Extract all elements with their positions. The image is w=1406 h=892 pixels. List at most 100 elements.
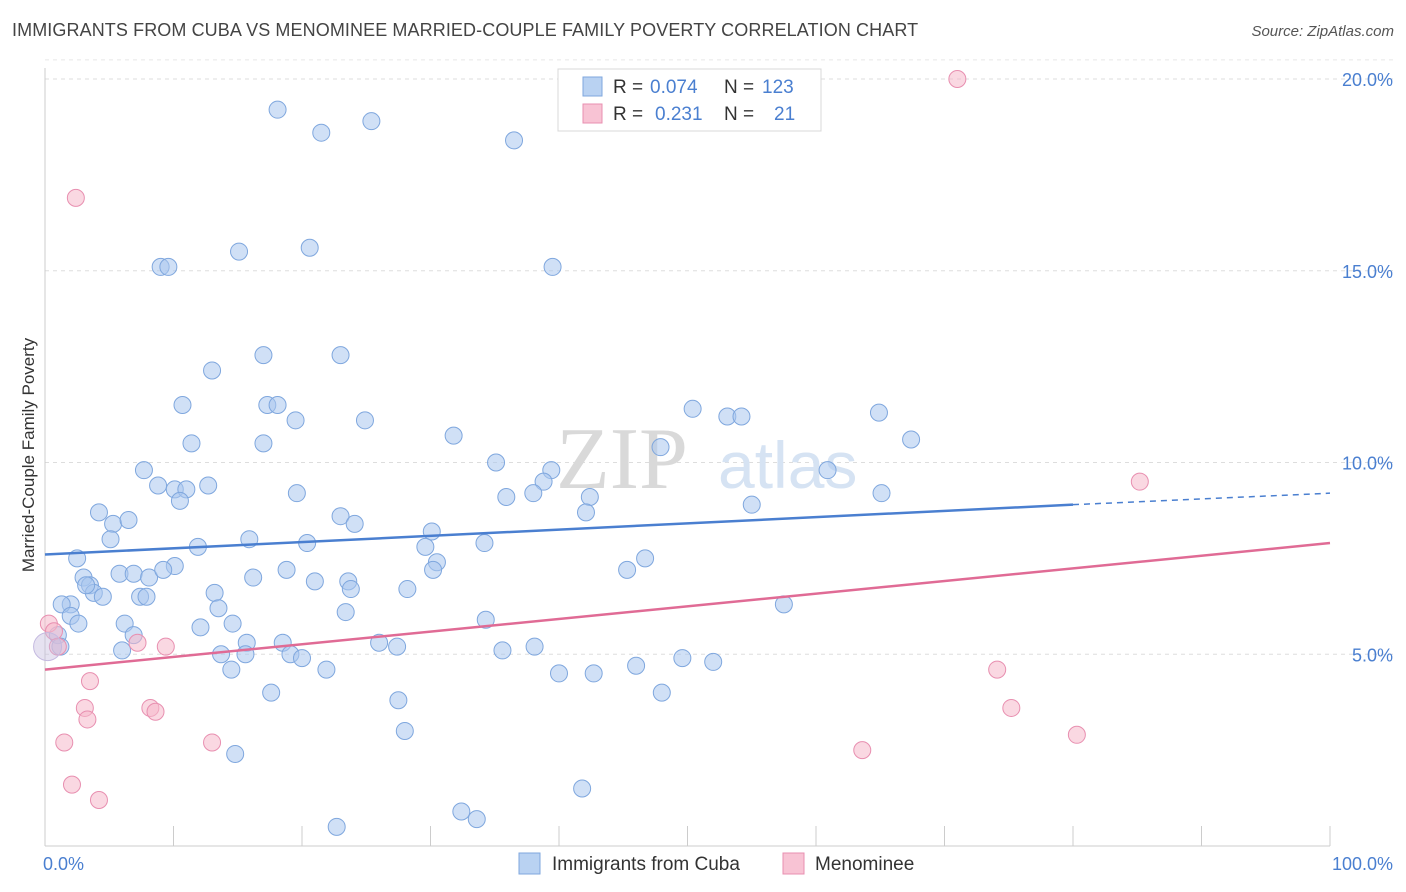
cuba-point xyxy=(93,587,112,606)
chart-source: Source: ZipAtlas.com xyxy=(1251,23,1394,40)
cuba-point xyxy=(268,395,287,414)
menominee-point xyxy=(78,710,97,729)
cuba-point xyxy=(475,534,494,553)
menominee-point xyxy=(146,702,165,721)
cuba-point xyxy=(362,112,381,131)
cuba-point xyxy=(293,649,311,668)
cuba-trend-extension xyxy=(1072,492,1331,506)
cuba-point xyxy=(77,576,96,595)
cuba-point xyxy=(341,580,360,599)
cuba-point xyxy=(345,514,364,533)
y-axis-title: Married-Couple Family Poverty xyxy=(19,337,38,572)
cuba-point xyxy=(209,599,228,618)
cuba-point xyxy=(287,484,306,503)
cuba-point xyxy=(69,614,88,633)
cuba-point xyxy=(170,491,189,510)
menominee-point xyxy=(203,733,222,752)
menominee-point xyxy=(128,633,147,652)
cluster-point xyxy=(33,632,63,662)
series-legend: Immigrants from Cuba Menominee xyxy=(518,852,914,875)
cuba-point xyxy=(226,744,245,763)
cuba-point xyxy=(244,568,263,587)
cuba-point xyxy=(222,660,241,679)
cuba-point xyxy=(493,641,512,660)
stats-legend: R = 0.074 N = 123 R = 0.231 N = 21 xyxy=(557,68,822,132)
menominee-point xyxy=(48,637,67,656)
menominee-point xyxy=(988,660,1007,679)
stats-n-label: N = xyxy=(724,77,754,98)
stats-r-label: R = xyxy=(613,104,643,125)
cuba-point xyxy=(101,530,120,549)
cuba-point xyxy=(203,361,222,380)
grid-lines xyxy=(45,59,1395,655)
cuba-point xyxy=(230,242,249,261)
cuba-point xyxy=(331,346,350,365)
stats-r-value: 0.074 xyxy=(650,77,698,98)
cuba-point xyxy=(452,802,471,821)
cuba-point xyxy=(704,652,723,671)
legend-label-menominee: Menominee xyxy=(815,854,914,875)
cuba-point xyxy=(543,257,562,276)
cuba-point xyxy=(389,691,408,710)
cuba-point xyxy=(355,411,374,430)
cuba-point xyxy=(124,564,143,583)
cuba-point xyxy=(388,637,407,656)
cuba-point xyxy=(742,495,761,514)
cuba-point xyxy=(444,426,463,445)
menominee-point xyxy=(66,188,85,207)
cuba-point xyxy=(395,721,414,740)
legend-swatch-cuba xyxy=(518,852,541,875)
cuba-point xyxy=(422,522,441,541)
cuba-point xyxy=(550,664,568,683)
cuba-point xyxy=(902,430,921,449)
menominee-point xyxy=(156,637,175,656)
cuba-point xyxy=(336,603,355,622)
cuba-point xyxy=(872,484,891,503)
cuba-point xyxy=(149,476,168,495)
cuba-point xyxy=(505,131,524,150)
menominee-point xyxy=(948,70,967,88)
cuba-point xyxy=(651,438,670,457)
cuba-point xyxy=(327,817,346,836)
stats-n-value: 123 xyxy=(762,77,794,98)
cuba-point xyxy=(300,238,319,257)
menominee-point xyxy=(89,790,108,809)
cuba-point xyxy=(573,779,592,798)
cuba-point xyxy=(254,434,273,453)
menominee-point xyxy=(62,775,81,794)
cuba-point xyxy=(618,560,637,579)
x-tick-labels: 0.0% 100.0% xyxy=(43,854,1393,874)
cuba-point xyxy=(268,100,287,119)
x-tick-label: 100.0% xyxy=(1332,854,1393,874)
y-tick-labels: 5.0% 10.0% 15.0% 20.0% xyxy=(1342,70,1393,665)
cuba-point xyxy=(104,514,123,533)
menominee-point xyxy=(1130,472,1149,491)
y-tick-label: 15.0% xyxy=(1342,262,1393,282)
cuba-point xyxy=(286,411,305,430)
watermark: ZIP atlas xyxy=(556,411,857,508)
cuba-point xyxy=(317,660,336,679)
cuba-point xyxy=(191,618,210,637)
cuba-point xyxy=(277,560,296,579)
cuba-point xyxy=(467,810,486,829)
stats-n-value: 21 xyxy=(774,104,795,125)
cuba-point xyxy=(497,488,516,507)
cuba-point xyxy=(173,395,192,414)
trend-lines xyxy=(44,492,1331,671)
cuba-point xyxy=(159,257,178,276)
cuba-point xyxy=(398,580,417,599)
cuba-point xyxy=(487,453,506,472)
cuba-point xyxy=(140,568,159,587)
cuba-point xyxy=(370,633,389,652)
cuba-point xyxy=(212,645,231,664)
cuba-point xyxy=(818,461,837,480)
chart-title: IMMIGRANTS FROM CUBA VS MENOMINEE MARRIE… xyxy=(12,20,919,40)
cuba-point xyxy=(223,614,242,633)
cuba-point xyxy=(673,649,692,668)
cuba-point xyxy=(683,399,702,418)
cuba-point xyxy=(305,572,324,591)
axes xyxy=(44,68,1331,847)
cuba-point xyxy=(154,560,173,579)
cuba-point xyxy=(89,503,108,522)
